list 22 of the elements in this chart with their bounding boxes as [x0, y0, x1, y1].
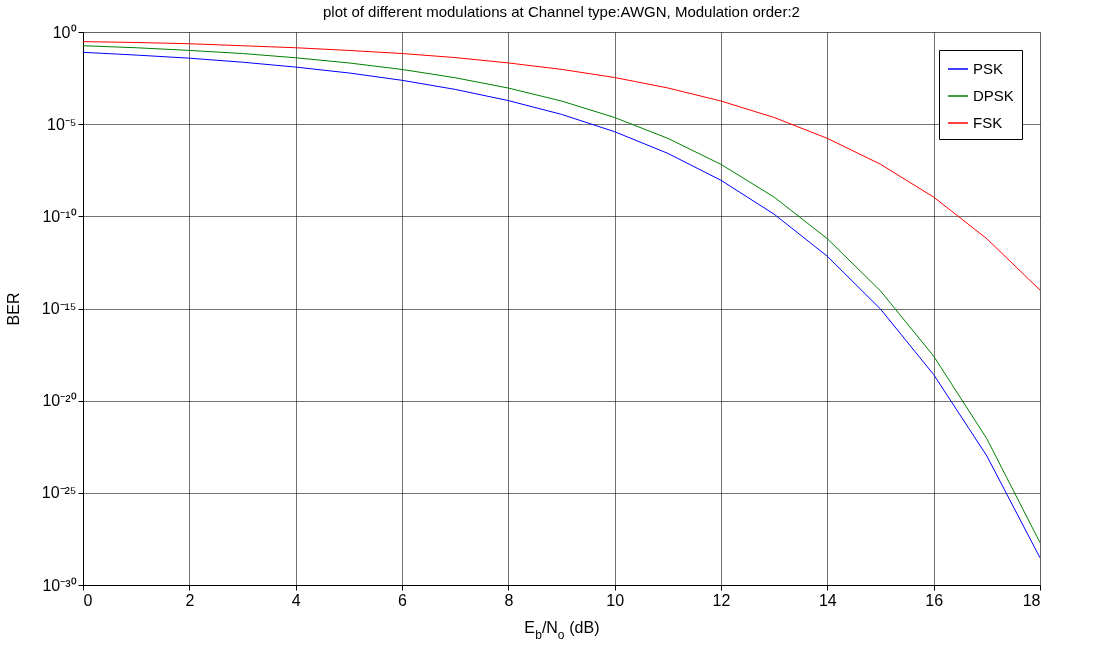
- x-tick-label: 16: [925, 591, 944, 609]
- y-tick-label: 10⁻⁵: [47, 115, 77, 133]
- x-tick-label: 6: [398, 591, 408, 609]
- y-tick-label: 10⁻²⁰: [42, 392, 77, 410]
- x-tick-label: 18: [1022, 591, 1041, 609]
- x-tick-label: 0: [83, 591, 93, 609]
- y-tick-label: 10⁻¹⁰: [42, 207, 77, 225]
- y-tick-label: 10⁻²⁵: [41, 484, 77, 502]
- legend-label: DPSK: [973, 87, 1014, 104]
- x-tick-label: 2: [185, 591, 195, 609]
- x-tick-label: 12: [712, 591, 731, 609]
- legend-label: PSK: [973, 60, 1004, 77]
- y-tick-label: 10⁻³⁰: [42, 576, 77, 594]
- y-tick-label: 10⁻¹⁵: [41, 300, 77, 317]
- y-axis-title: BER: [4, 292, 22, 326]
- x-tick-label: 4: [291, 591, 301, 609]
- x-tick-label: 14: [818, 591, 837, 609]
- x-tick-label: 10: [606, 591, 625, 609]
- y-tick-label: 10⁰: [52, 23, 77, 41]
- legend-label: FSK: [973, 114, 1003, 131]
- chart-title: plot of different modulations at Channel type:AWGN, Modulation order:2: [323, 3, 800, 20]
- x-tick-label: 8: [504, 591, 514, 609]
